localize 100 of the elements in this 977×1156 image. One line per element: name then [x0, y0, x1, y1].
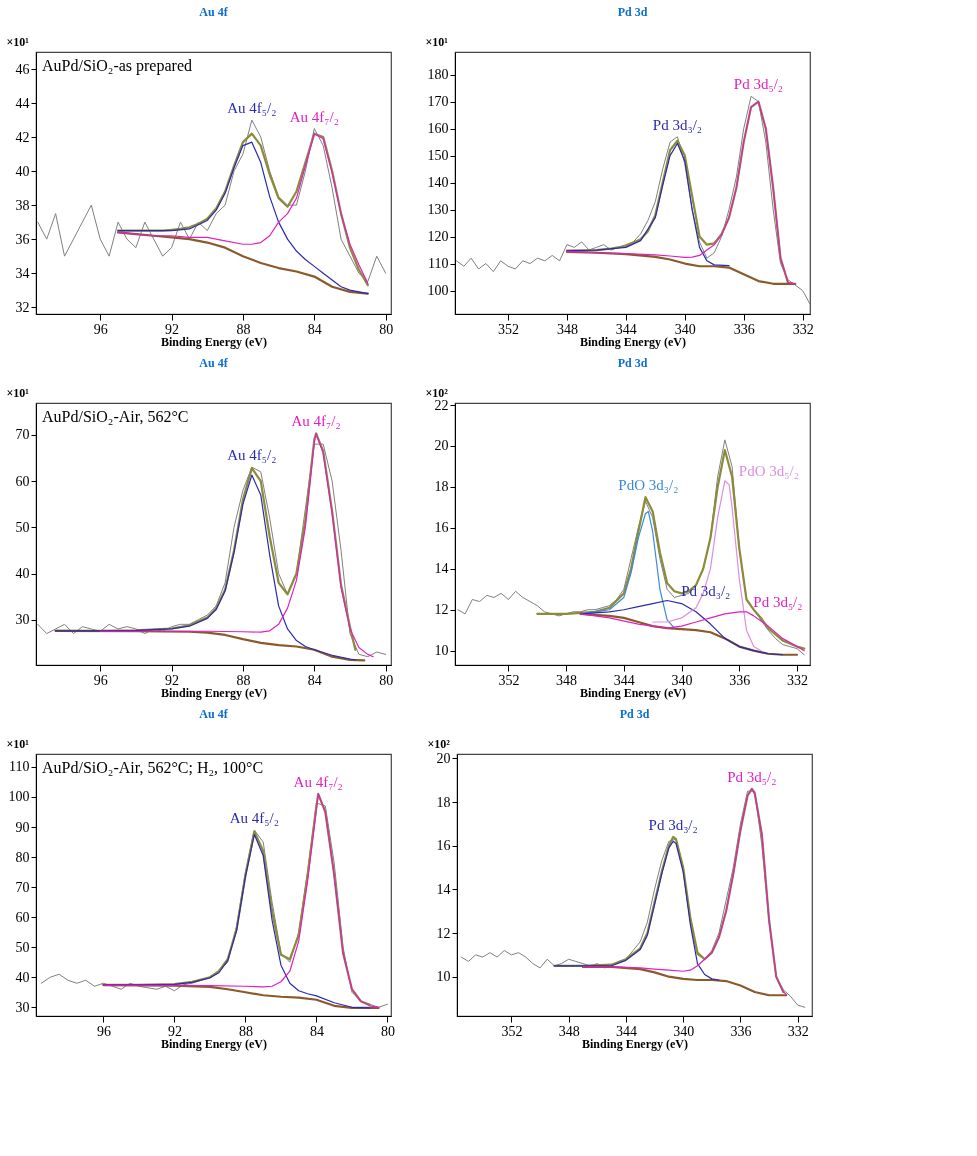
- y-tick-label: 12: [434, 602, 449, 618]
- y-axis-title: ×10²: [427, 736, 451, 751]
- x-tick-label: 92: [165, 321, 180, 337]
- x-tick-label: 352: [498, 672, 520, 688]
- y-tick-label: 170: [427, 94, 449, 110]
- y-tick-label: 40: [15, 566, 30, 582]
- line-series: [565, 250, 797, 285]
- x-axis-title: Binding Energy (eV): [160, 1036, 268, 1051]
- series-label: Pd 3d₃/₂: [652, 116, 703, 133]
- x-tick-label: 84: [307, 672, 322, 688]
- line-series: [99, 432, 374, 658]
- x-tick-label: 84: [307, 321, 322, 337]
- y-tick-label: 40: [15, 163, 30, 179]
- y-tick-label: 70: [15, 427, 30, 443]
- y-tick-label: 10: [434, 643, 449, 659]
- y-tick-label: 20: [434, 438, 449, 454]
- series-label: Au 4f₇/₂: [291, 413, 341, 430]
- y-tick-label: 60: [15, 473, 30, 489]
- y-axis-title: ×10²: [425, 385, 449, 400]
- line-series: [116, 231, 369, 295]
- y-tick-label: 38: [15, 197, 30, 213]
- y-axis-title: ×10¹: [6, 34, 30, 49]
- x-tick-label: 88: [236, 672, 251, 688]
- y-tick-label: 40: [15, 969, 30, 985]
- y-tick-label: 90: [15, 819, 30, 835]
- y-tick-label: 42: [15, 129, 30, 145]
- chart-title: Au 4f: [199, 5, 229, 19]
- y-tick-label: 46: [15, 61, 30, 77]
- chart-title: Au 4f: [199, 356, 229, 370]
- x-tick-label: 84: [309, 1023, 324, 1039]
- y-tick-label: 10: [436, 969, 451, 985]
- line-series: [566, 142, 730, 267]
- y-axis-title: ×10¹: [6, 736, 30, 751]
- x-tick-label: 340: [673, 1023, 695, 1039]
- y-tick-label: 30: [15, 999, 30, 1015]
- x-tick-label: 80: [379, 321, 394, 337]
- x-tick-label: 96: [93, 321, 108, 337]
- y-tick-label: 14: [436, 881, 451, 897]
- chart-title: Au 4f: [199, 707, 229, 721]
- y-tick-label: 80: [15, 849, 30, 865]
- series-label: Pd 3d₅/₂: [727, 768, 777, 785]
- x-tick-label: 332: [787, 672, 809, 688]
- x-tick-label: 332: [792, 321, 814, 337]
- x-tick-label: 92: [167, 1023, 182, 1039]
- y-tick-label: 16: [436, 838, 451, 854]
- y-tick-label: 100: [8, 789, 30, 805]
- y-axis-title: ×10¹: [6, 385, 30, 400]
- x-tick-label: 344: [615, 321, 637, 337]
- y-tick-label: 120: [427, 229, 449, 245]
- series-label: Pd 3d₅/₂: [753, 593, 803, 610]
- x-tick-label: 352: [501, 1023, 523, 1039]
- y-tick-label: 18: [434, 479, 449, 495]
- y-tick-label: 50: [15, 519, 30, 535]
- y-tick-label: 150: [427, 148, 449, 164]
- x-tick-label: 88: [238, 1023, 253, 1039]
- x-tick-label: 80: [379, 672, 394, 688]
- y-tick-label: 32: [15, 299, 30, 315]
- chart-title: Pd 3d: [617, 5, 648, 19]
- text: Au 4f₅/₂: [227, 100, 277, 117]
- y-tick-label: 60: [15, 909, 30, 925]
- x-tick-label: 96: [93, 672, 108, 688]
- chart-title: Pd 3d: [619, 707, 650, 721]
- x-axis-title: Binding Energy (eV): [581, 1036, 689, 1051]
- y-tick-label: 140: [427, 175, 449, 191]
- series-label: Au 4f₅/₂: [227, 447, 277, 464]
- x-axis-title: Binding Energy (eV): [160, 685, 268, 700]
- x-tick-label: 340: [671, 672, 693, 688]
- x-tick-label: 336: [729, 672, 751, 688]
- series-label: Au 4f₇/₂: [293, 773, 343, 790]
- x-tick-label: 336: [730, 1023, 752, 1039]
- y-tick-label: 14: [434, 561, 449, 577]
- line-series: [536, 448, 806, 650]
- y-tick-label: 160: [427, 121, 449, 137]
- series-label: PdO 3d₃/₂: [618, 477, 679, 494]
- x-tick-label: 336: [733, 321, 755, 337]
- series-label: Pd 3d₃/₂: [648, 816, 698, 833]
- y-axis-title: ×10¹: [425, 34, 449, 49]
- x-tick-label: 96: [96, 1023, 111, 1039]
- y-tick-label: 20: [436, 750, 451, 766]
- y-tick-label: 100: [427, 283, 449, 299]
- chart-title: Pd 3d: [617, 356, 648, 370]
- x-tick-label: 344: [615, 1023, 637, 1039]
- y-tick-label: 34: [15, 265, 30, 281]
- series-label: Au 4f₅/₂: [229, 810, 279, 827]
- annotation: AuPd/SiO₂-Air, 562°C; H₂, 100°C: [42, 759, 264, 776]
- x-axis-title: Binding Energy (eV): [579, 334, 687, 349]
- x-tick-label: 340: [674, 321, 696, 337]
- y-tick-label: 16: [434, 520, 449, 536]
- x-tick-label: 332: [787, 1023, 809, 1039]
- line-series: [55, 474, 356, 661]
- line-series: [455, 95, 810, 305]
- x-tick-label: 88: [236, 321, 251, 337]
- y-tick-label: 18: [436, 794, 451, 810]
- y-tick-label: 12: [436, 925, 451, 941]
- series-label: Au 4f₇/₂: [289, 108, 339, 125]
- line-series: [553, 840, 720, 981]
- annotation: AuPd/SiO₂-as prepared: [42, 57, 192, 75]
- series-label: PdO 3d₅/₂: [738, 462, 799, 479]
- y-tick-label: 44: [15, 95, 30, 111]
- y-tick-label: 110: [428, 256, 449, 272]
